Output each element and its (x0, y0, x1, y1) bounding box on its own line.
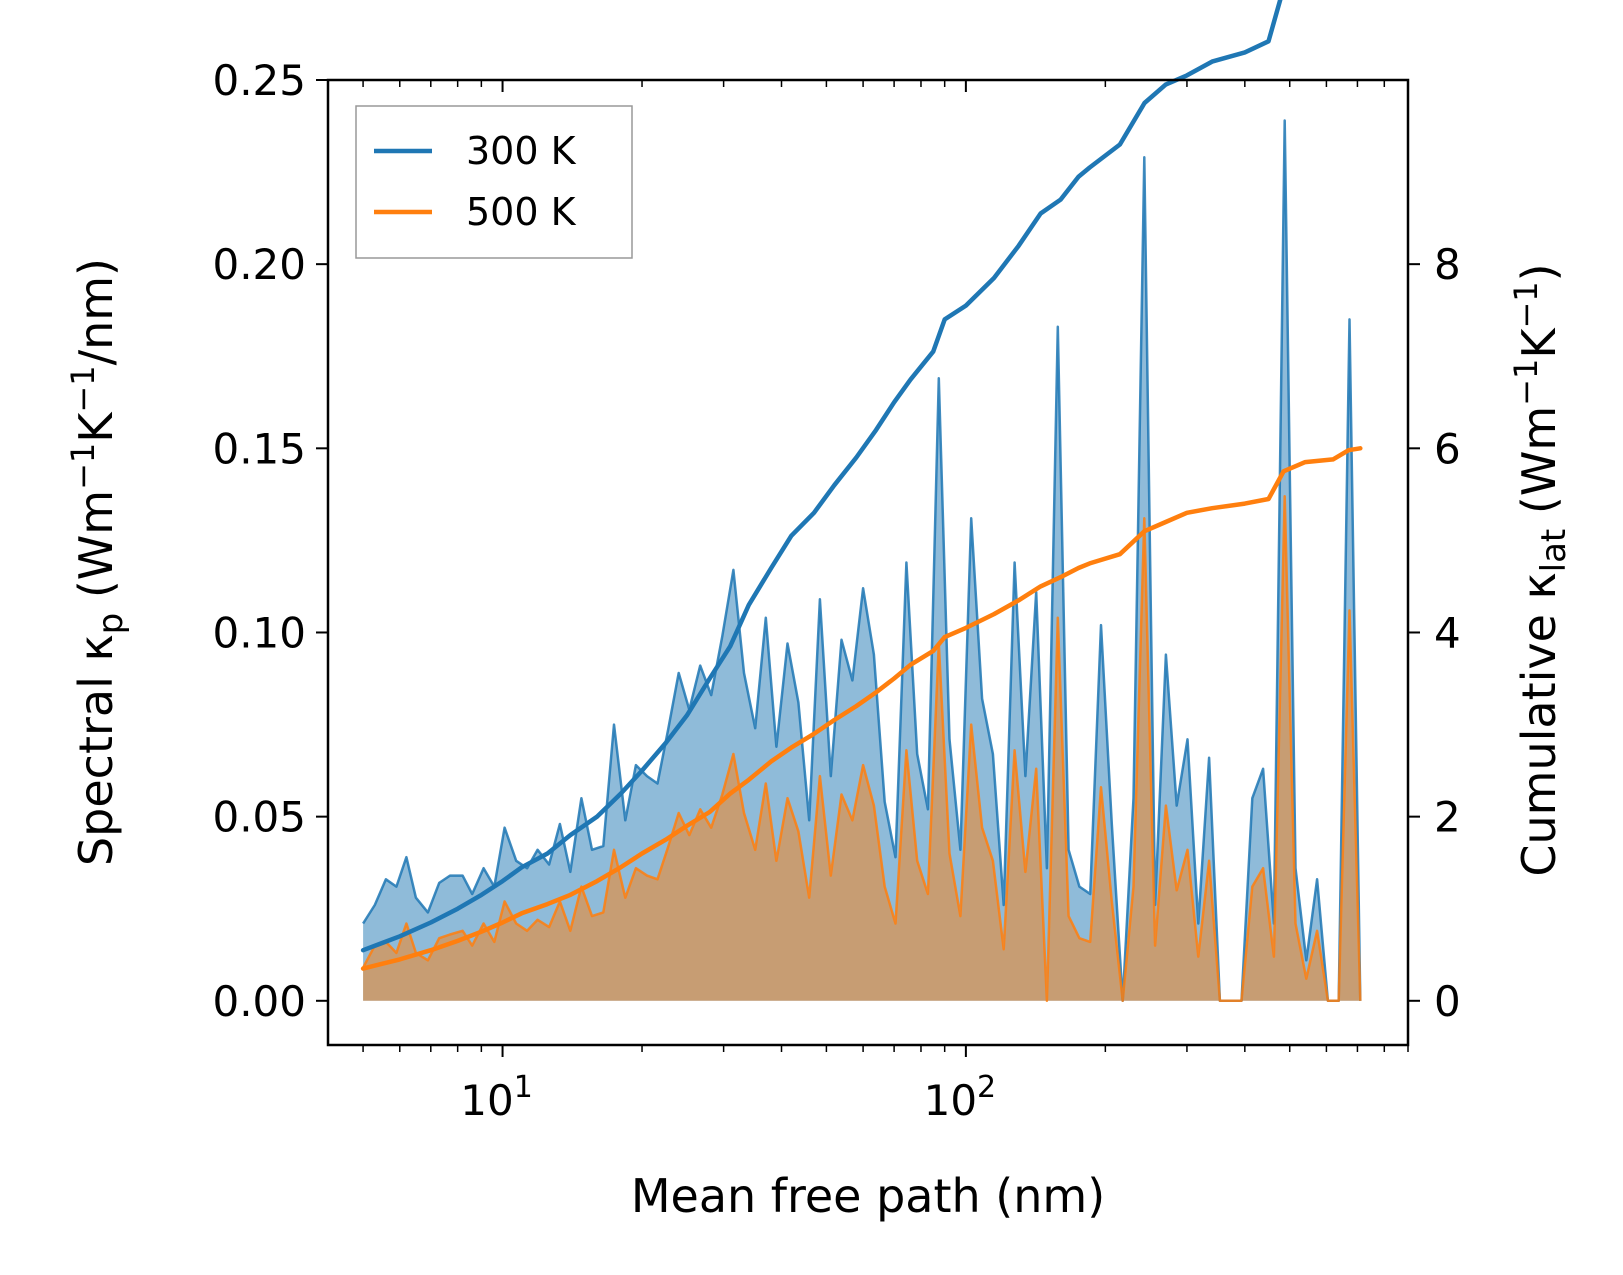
plot-lines (360, 0, 1363, 1003)
y-tick-label-right: 4 (1434, 608, 1461, 657)
legend-label-300k: 300 K (466, 129, 577, 173)
spectral-line-500k (361, 494, 1362, 1003)
y-tick-label-left: 0.00 (212, 977, 306, 1026)
legend-label-500k: 500 K (466, 190, 577, 234)
y-tick-label-right: 2 (1434, 793, 1461, 842)
y-tick-label-left: 0.15 (212, 424, 306, 473)
x-tick-label: 102 (924, 1070, 997, 1125)
y-axis-title-right: Cumulative κlat (Wm−1K−1) (1507, 263, 1574, 876)
legend-box (355, 105, 633, 259)
spectral-fill-300k (363, 120, 1361, 1001)
legend: 300 K 500 K (355, 105, 633, 259)
plot-frame (326, 78, 1410, 1047)
ticks: 0.00 0.05 0.10 0.15 0.20 0.25 0 2 4 6 8 101 102 (212, 56, 1460, 1125)
y-tick-label-left: 0.05 (212, 793, 306, 842)
y-tick-label-right: 6 (1434, 424, 1461, 473)
y-axis-title-left: Spectral κp (Wm−1K−1/nm) (64, 258, 131, 866)
y-tick-label-right: 0 (1434, 977, 1461, 1026)
x-tick-label: 101 (460, 1070, 533, 1125)
cumulative-line-300k (360, 0, 1283, 953)
cumulative-line-500k (360, 446, 1363, 971)
y-tick-label-left: 0.25 (212, 56, 306, 105)
y-tick-label-left: 0.20 (212, 240, 306, 289)
y-tick-label-left: 0.10 (212, 608, 306, 657)
x-axis-title: Mean free path (nm) (631, 1169, 1105, 1223)
y-tick-label-right: 8 (1434, 240, 1461, 289)
